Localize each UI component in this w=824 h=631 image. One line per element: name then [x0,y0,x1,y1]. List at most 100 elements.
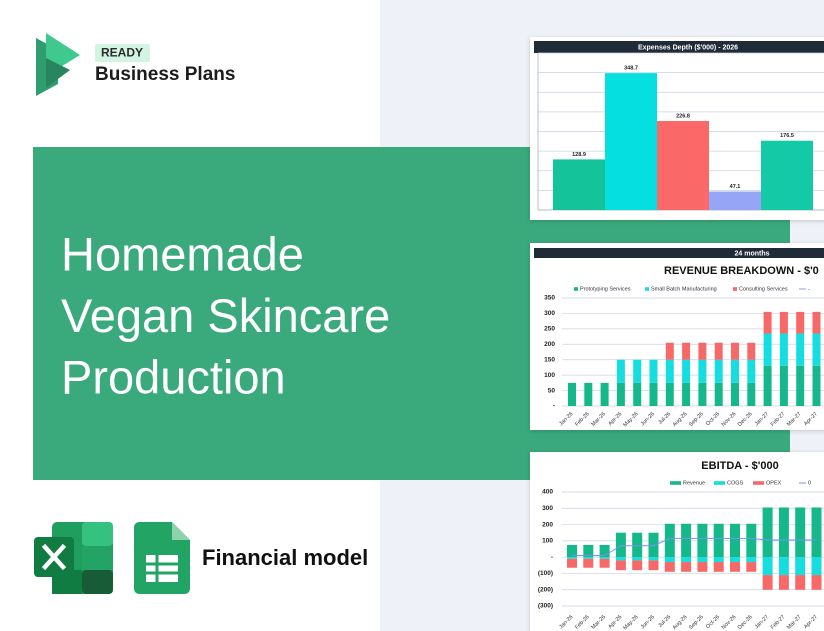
y-tick-label: 50 [548,387,556,394]
bar-segment [584,382,593,406]
excel-icon [34,522,113,594]
legend-label: Prototyping Services [580,286,631,292]
chart-title: REVENUE BREAKDOWN - $'0 [664,265,819,277]
y-tick-label: - [553,403,555,410]
bar-segment [665,382,674,406]
icon-part [146,555,178,582]
legend-label: OPEX [766,480,782,486]
bar-segment [698,359,707,383]
bar-segment [779,365,788,406]
bar-segment [731,359,739,383]
bar-segment [665,342,674,360]
bar-segment [649,359,658,383]
icon-part [82,546,113,570]
legend-swatch [574,287,578,291]
bar-segment [682,359,691,383]
y-tick-label: 300 [544,310,555,317]
bar-segment [583,558,594,568]
bar-segment [632,560,643,571]
bar-segment [664,557,675,563]
data-label: 47.1 [730,184,741,190]
icon-part [146,555,178,582]
chart: EBITDA - $'000 (300) (200) (100) - 100 200 300 4… [538,460,824,631]
bar-segment [567,558,577,568]
data-label: 226.8 [676,113,690,119]
data-label: 128.9 [572,152,586,158]
bar-segment [567,544,577,558]
y-tick-label: (100) [538,570,553,577]
logo-badge [95,44,150,62]
bar-segment [615,560,626,571]
legend-swatch [733,287,737,291]
icon-part [41,543,67,571]
bar-segment [616,382,625,406]
legend-swatch [753,481,764,485]
sheets-icon [134,522,190,594]
bar-segment [796,311,805,334]
bar-segment [713,557,724,563]
legend-label: Small Batch Manufacturing [651,286,717,292]
chart: Expenses Depth ($'000) - 2026 128.9 348.7 2… [534,41,824,211]
bar-segment [648,560,659,571]
bar [605,73,657,210]
y-tick-label: 300 [542,505,553,512]
bar-segment [583,557,594,559]
legend-label: Revenue [683,480,705,486]
y-tick-label: - [551,554,553,561]
chart-card [530,243,824,430]
bar-segment [714,359,723,383]
bar [709,191,761,210]
title: Homemade Vegan Skincare Production [61,227,390,403]
bar-segment [730,523,740,558]
bar [553,159,605,210]
bar-segment [567,557,577,559]
bar-segment [763,365,772,406]
bar-segment [568,382,576,406]
bar-segment [779,311,788,334]
title-line: Homemade [61,227,304,280]
bar-segment [599,557,610,559]
bar [657,120,709,210]
legend-swatch [645,287,649,291]
bar-segment [747,359,756,383]
bar-segment [811,557,822,576]
bar-segment [632,532,643,558]
bar-segment [599,558,610,568]
bar-segment [583,544,594,558]
bar-segment [682,342,691,360]
bar-segment [649,382,658,406]
chart-title: Expenses Depth ($'000) - 2026 [638,44,738,51]
chart-header [534,248,824,258]
bar-segment [812,365,821,406]
bar-segment [762,557,773,576]
legend-swatch [670,481,681,485]
bar-segment [730,562,740,572]
bar-segment [796,333,805,366]
bar-segment [779,333,788,366]
bar-segment [600,382,609,406]
bar-segment [682,382,691,406]
bar-segment [763,333,772,366]
bar-segment [796,365,805,406]
bar-segment [681,562,692,572]
bar-segment [747,342,756,360]
y-tick-label: 350 [544,295,555,302]
bar-segment [632,557,643,561]
bar-segment [730,557,740,563]
bar-segment [778,575,789,590]
y-tick-label: 100 [542,538,553,545]
icon-part [82,570,113,594]
y-tick-label: 150 [544,356,555,363]
bar-segment [633,359,642,383]
legend-label: COGS [727,480,744,486]
bar-segment [615,532,626,558]
bar-segment [746,523,757,558]
footer-label: Financial model [202,545,368,570]
bar [761,140,813,210]
bar-segment [648,532,659,558]
y-tick-label: 400 [542,489,553,496]
title-line: Vegan Skincare [61,289,390,342]
line [572,537,817,557]
bar-segment [778,557,789,576]
